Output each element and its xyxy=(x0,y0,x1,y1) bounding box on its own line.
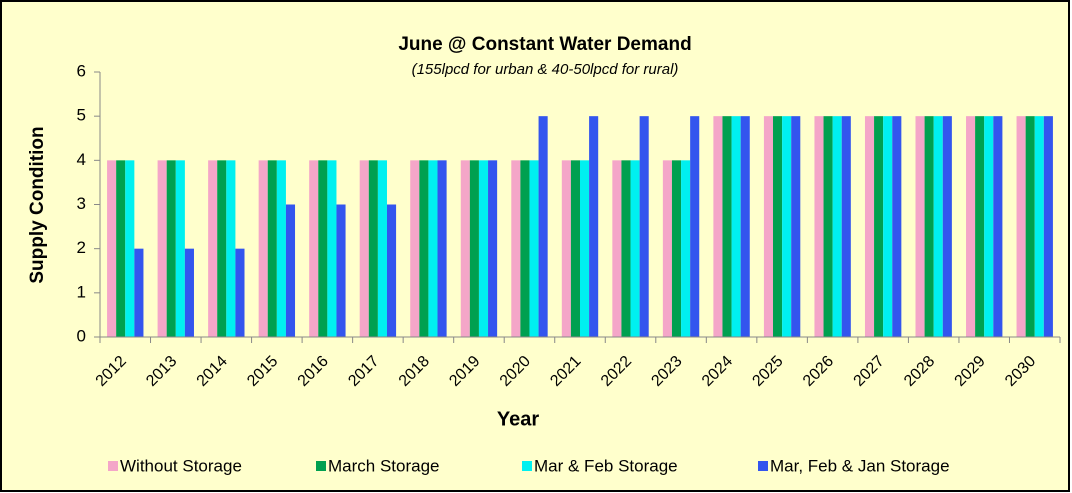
chart-subtitle: (155lpcd for urban & 40-50lpcd for rural… xyxy=(412,61,679,78)
bar xyxy=(125,160,135,337)
bar xyxy=(258,160,268,337)
bar xyxy=(538,116,548,338)
bar xyxy=(814,116,824,338)
bar xyxy=(520,160,530,337)
y-axis-label: Supply Condition xyxy=(27,126,48,283)
bar xyxy=(529,160,539,337)
bar xyxy=(773,116,783,338)
bar xyxy=(336,204,346,337)
bar xyxy=(782,116,792,338)
y-tick-label: 4 xyxy=(77,150,86,169)
bar xyxy=(1043,116,1053,338)
bar xyxy=(208,160,218,337)
bar xyxy=(428,160,438,337)
bar xyxy=(437,160,447,337)
bar xyxy=(883,116,893,338)
bar xyxy=(166,160,176,337)
bar xyxy=(874,116,884,338)
bar xyxy=(157,160,167,337)
bar xyxy=(740,116,750,338)
bar xyxy=(359,160,369,337)
bar xyxy=(184,248,194,337)
bar xyxy=(763,116,774,338)
bar xyxy=(639,116,649,338)
bar xyxy=(217,160,227,337)
bar xyxy=(478,160,489,337)
legend-label: Without Storage xyxy=(120,456,242,475)
bar xyxy=(107,160,117,337)
bar xyxy=(892,116,902,338)
bar xyxy=(488,160,498,337)
bar xyxy=(460,160,470,337)
y-tick-label: 1 xyxy=(77,282,86,301)
bar xyxy=(309,160,319,337)
legend-label: Mar, Feb & Jan Storage xyxy=(770,456,950,475)
bar xyxy=(1016,116,1026,338)
bar xyxy=(276,160,286,337)
y-tick-label: 0 xyxy=(77,326,86,345)
bar xyxy=(915,116,925,338)
y-tick-label: 6 xyxy=(77,61,86,80)
bar xyxy=(386,204,397,337)
bar xyxy=(1034,116,1044,338)
bar xyxy=(791,116,801,338)
legend-swatch xyxy=(522,461,532,471)
y-tick-label: 5 xyxy=(77,106,86,125)
bar xyxy=(469,160,479,337)
bar xyxy=(731,116,741,338)
legend-swatch xyxy=(316,461,326,471)
bar xyxy=(832,116,842,338)
y-tick-label: 2 xyxy=(77,238,86,257)
bar xyxy=(975,116,985,338)
bar xyxy=(713,116,723,338)
bar xyxy=(226,160,236,337)
bar xyxy=(924,116,934,338)
bar xyxy=(942,116,952,338)
bar xyxy=(285,204,296,337)
bar xyxy=(327,160,337,337)
bar xyxy=(823,116,833,338)
bar xyxy=(419,160,429,337)
legend-swatch xyxy=(758,461,768,471)
bar xyxy=(993,116,1003,338)
bar xyxy=(864,116,875,338)
chart-title: June @ Constant Water Demand xyxy=(398,34,691,55)
bar xyxy=(511,160,521,337)
bar xyxy=(630,160,640,337)
bar xyxy=(662,160,672,337)
bar xyxy=(377,160,387,337)
bar xyxy=(134,248,144,337)
bar xyxy=(690,116,700,338)
bar xyxy=(722,116,732,338)
bar xyxy=(235,248,245,337)
legend-label: March Storage xyxy=(328,456,440,475)
bar xyxy=(175,160,185,337)
x-axis-label: Year xyxy=(497,408,539,430)
bar xyxy=(570,160,580,337)
legend-swatch xyxy=(108,461,118,471)
bar xyxy=(966,116,976,338)
bar xyxy=(671,160,682,337)
bar xyxy=(984,116,994,338)
bar xyxy=(267,160,277,337)
bar xyxy=(933,116,943,338)
bar xyxy=(410,160,420,337)
bar xyxy=(1025,116,1035,338)
bar xyxy=(561,160,571,337)
bar xyxy=(612,160,622,337)
bar xyxy=(681,160,691,337)
y-tick-label: 3 xyxy=(77,194,86,213)
bar xyxy=(116,160,126,337)
bar xyxy=(589,116,599,338)
legend-label: Mar & Feb Storage xyxy=(534,456,678,475)
bar xyxy=(318,160,328,337)
bar xyxy=(841,116,851,338)
bar xyxy=(368,160,378,337)
bar xyxy=(621,160,631,337)
bar xyxy=(580,160,590,337)
